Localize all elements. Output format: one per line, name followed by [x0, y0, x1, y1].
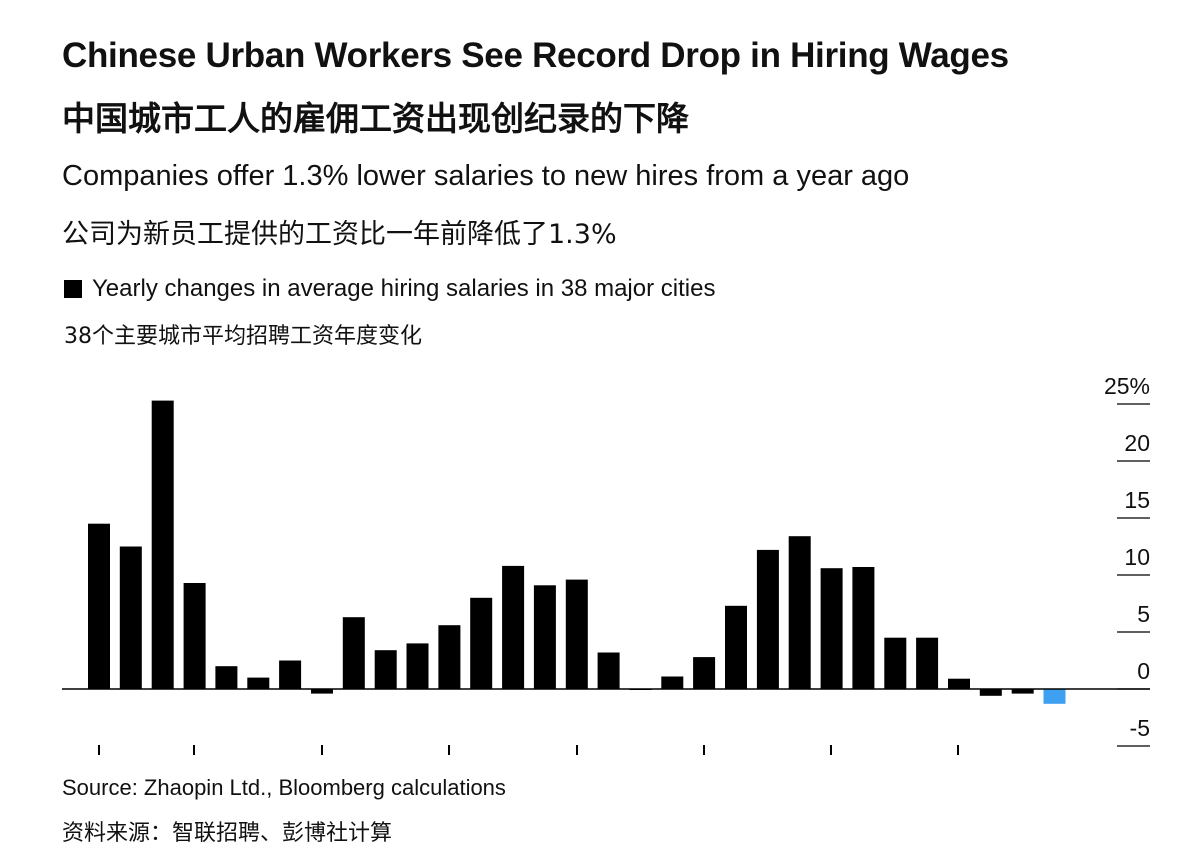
y-tick-label: 5 — [1137, 601, 1150, 627]
legend-swatch — [64, 280, 82, 298]
y-tick-label: 15 — [1124, 487, 1150, 513]
y-tick-label: 0 — [1137, 658, 1150, 684]
bar-7 — [279, 660, 302, 689]
y-tick-label: -5 — [1130, 715, 1150, 741]
source-note: Source: Zhaopin Ltd., Bloomberg calculat… — [62, 775, 506, 800]
chart-subtitle-chinese: 公司为新员工提供的工资比一年前降低了1.3% — [62, 219, 617, 250]
bar-9 — [342, 617, 365, 689]
bar-31 — [1043, 689, 1066, 704]
bar-6 — [247, 677, 270, 689]
x-axis — [98, 745, 959, 755]
bar-22 — [756, 549, 779, 689]
bar-11 — [406, 643, 429, 689]
bar-30 — [1011, 689, 1034, 694]
bar-16 — [565, 579, 588, 689]
chart-title-chinese: 中国城市工人的雇佣工资出现创纪录的下降 — [62, 99, 689, 138]
bar-27 — [916, 637, 939, 689]
bar-14 — [502, 565, 525, 689]
bar-8 — [311, 689, 333, 694]
bar-19 — [661, 676, 684, 689]
bar-28 — [948, 678, 970, 689]
bar-4 — [183, 583, 206, 689]
chart-subtitle: Companies offer 1.3% lower salaries to n… — [62, 160, 910, 192]
y-tick-label: 10 — [1124, 544, 1150, 570]
bar-2 — [119, 546, 142, 689]
y-tick-label: 25% — [1104, 373, 1150, 399]
chart-title: Chinese Urban Workers See Record Drop in… — [62, 36, 1009, 75]
bar-3 — [151, 400, 174, 689]
bar-23 — [788, 536, 811, 689]
bar-1 — [88, 523, 110, 689]
bar-26 — [884, 637, 907, 689]
bar-12 — [438, 625, 461, 689]
bar-13 — [470, 597, 493, 689]
legend-label-chinese: 38个主要城市平均招聘工资年度变化 — [64, 324, 422, 349]
y-tick-label: 20 — [1124, 430, 1150, 456]
bar-17 — [597, 652, 620, 689]
bar-29 — [979, 689, 1002, 696]
legend: Yearly changes in average hiring salarie… — [64, 275, 715, 303]
y-axis: 25% 20 15 10 5 0 -5 — [1104, 373, 1150, 747]
bar-25 — [852, 567, 875, 689]
bar-20 — [693, 657, 716, 689]
bar-10 — [374, 650, 397, 689]
source-note-chinese: 资料来源：智联招聘、彭博社计算 — [62, 821, 393, 846]
legend-label: Yearly changes in average hiring salarie… — [92, 275, 716, 302]
bar-21 — [725, 605, 747, 689]
bar-15 — [533, 585, 556, 689]
bar-5 — [215, 666, 238, 689]
bar-24 — [820, 568, 843, 689]
bars-group — [62, 400, 1150, 704]
